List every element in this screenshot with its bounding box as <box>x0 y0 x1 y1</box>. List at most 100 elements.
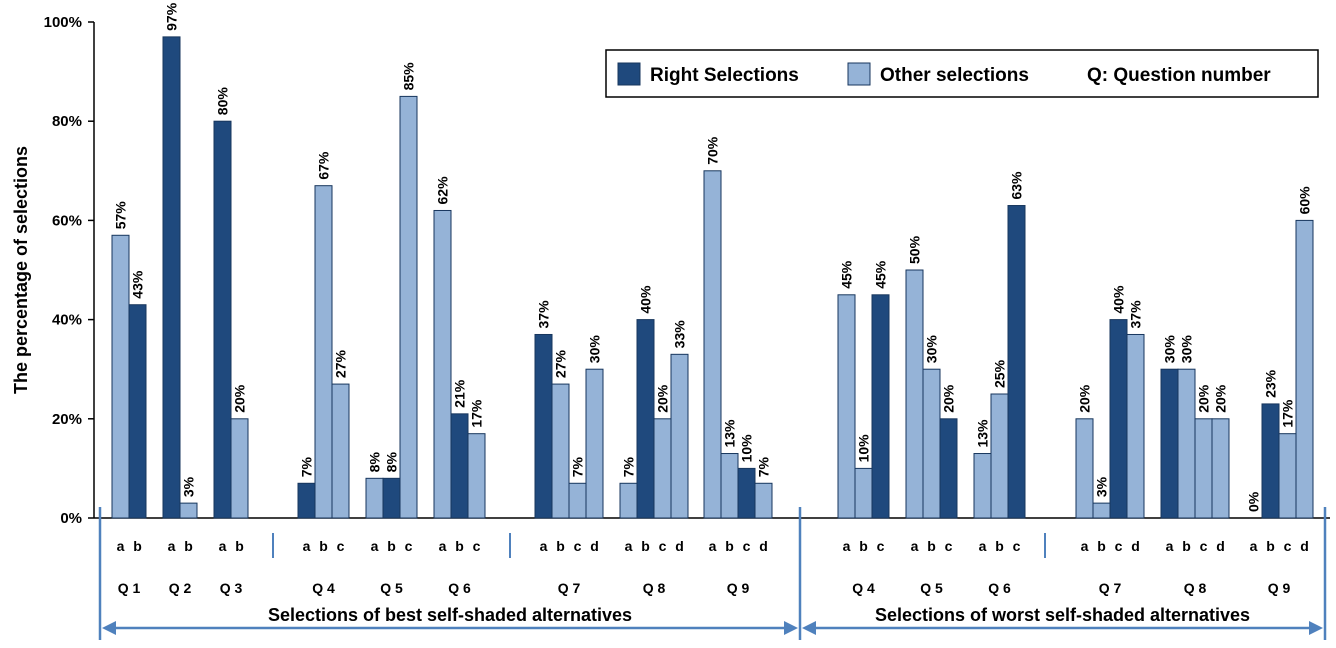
bar-value-label: 30% <box>1162 335 1178 364</box>
option-letter-label: c <box>877 538 885 554</box>
bar-other-selection <box>854 467 873 519</box>
bar-value-label: 0% <box>1246 491 1262 512</box>
question-label: Q 9 <box>1268 580 1291 596</box>
option-letter-label: a <box>540 538 548 554</box>
option-letter-label: c <box>1200 538 1208 554</box>
bar-value-label: 60% <box>1297 186 1313 215</box>
bar-other-selection <box>399 95 418 519</box>
bar-other-selection <box>1177 368 1196 519</box>
bar-value-label: 7% <box>756 456 772 477</box>
bar-right-selection <box>636 319 655 519</box>
bar-value-label: 23% <box>1263 369 1279 398</box>
bar-value-label: 8% <box>367 452 383 473</box>
bar-value-label: 27% <box>333 350 349 379</box>
question-label: Q 5 <box>380 580 403 596</box>
legend-swatch-right <box>617 62 641 86</box>
option-letter-label: c <box>945 538 953 554</box>
option-letter-label: a <box>709 538 717 554</box>
legend-swatch-other <box>847 62 871 86</box>
bar-value-label: 20% <box>655 384 671 413</box>
option-letter-label: b <box>1182 538 1191 554</box>
bar-value-label: 20% <box>1077 384 1093 413</box>
option-letter-label: b <box>235 538 244 554</box>
bar-value-label: 20% <box>1196 384 1212 413</box>
bar-right-selection <box>213 120 232 519</box>
question-label: Q 4 <box>312 580 335 596</box>
bar-right-selection <box>128 304 147 519</box>
arrow-head-left-icon <box>802 621 816 635</box>
bar-right-selection <box>534 333 553 519</box>
option-letter-label: b <box>133 538 142 554</box>
option-letter-label: b <box>319 538 328 554</box>
bar-right-selection <box>450 413 469 519</box>
bar-value-label: 8% <box>384 452 400 473</box>
arrow-head-right-icon <box>784 621 798 635</box>
option-letter-label: a <box>371 538 379 554</box>
option-letter-label: c <box>574 538 582 554</box>
bar-other-selection <box>111 234 130 519</box>
bar-value-label: 63% <box>1009 171 1025 200</box>
bar-right-selection <box>871 294 890 519</box>
option-letter-label: a <box>843 538 851 554</box>
bar-right-selection <box>1160 368 1179 519</box>
option-letter-label: c <box>743 538 751 554</box>
bar-value-label: 7% <box>570 456 586 477</box>
bar-right-selection <box>737 467 756 519</box>
legend-label-right: Right Selections <box>650 65 799 86</box>
bar-value-label: 62% <box>435 176 451 205</box>
bar-value-label: 67% <box>316 151 332 180</box>
option-letter-label: a <box>1081 538 1089 554</box>
option-letter-label: b <box>641 538 650 554</box>
question-label: Q 9 <box>727 580 750 596</box>
bar-other-selection <box>1092 502 1111 519</box>
bar-other-selection <box>703 170 722 519</box>
bar-value-label: 17% <box>469 399 485 428</box>
arrow-head-left-icon <box>102 621 116 635</box>
bar-other-selection <box>568 482 587 519</box>
bar-value-label: 13% <box>722 419 738 448</box>
option-letter-label: a <box>117 538 125 554</box>
bar-value-label: 3% <box>1094 476 1110 497</box>
y-tick-label: 80% <box>52 113 82 130</box>
bar-value-label: 20% <box>232 384 248 413</box>
question-label: Q 4 <box>852 580 875 596</box>
bar-other-selection <box>670 353 689 519</box>
section-label: Selections of worst self-shaded alternat… <box>875 605 1250 625</box>
option-letter-label: b <box>184 538 193 554</box>
option-letter-label: a <box>219 538 227 554</box>
option-letter-label: d <box>759 538 768 554</box>
bar-other-selection <box>1126 333 1145 519</box>
bar-other-selection <box>720 453 739 519</box>
bar-other-selection <box>754 482 773 519</box>
option-letter-label: c <box>1284 538 1292 554</box>
bar-value-label: 40% <box>1111 285 1127 314</box>
y-tick-label: 0% <box>60 510 82 527</box>
bar-other-selection <box>314 185 333 519</box>
y-tick-label: 20% <box>52 411 82 428</box>
y-tick-label: 40% <box>52 312 82 329</box>
bar-other-selection <box>179 502 198 519</box>
question-label: Q 8 <box>643 580 666 596</box>
option-letter-label: c <box>1013 538 1021 554</box>
question-label: Q 3 <box>220 580 243 596</box>
bar-other-selection <box>837 294 856 519</box>
question-label: Q 7 <box>558 580 581 596</box>
option-letter-label: a <box>303 538 311 554</box>
bar-value-label: 85% <box>401 62 417 91</box>
option-letter-label: a <box>911 538 919 554</box>
legend-note-question: Q: Question number <box>1087 65 1271 86</box>
bar-right-selection <box>939 418 958 519</box>
bar-value-label: 80% <box>215 87 231 116</box>
option-letter-label: a <box>439 538 447 554</box>
bar-other-selection <box>905 269 924 519</box>
bar-value-label: 21% <box>452 379 468 408</box>
option-letter-label: b <box>556 538 565 554</box>
option-letter-label: a <box>979 538 987 554</box>
bar-right-selection <box>1261 403 1280 519</box>
option-letter-label: c <box>405 538 413 554</box>
bar-right-selection <box>382 477 401 519</box>
section-label: Selections of best self-shaded alternati… <box>268 605 632 625</box>
bar-value-label: 10% <box>739 434 755 463</box>
question-label: Q 2 <box>169 580 192 596</box>
